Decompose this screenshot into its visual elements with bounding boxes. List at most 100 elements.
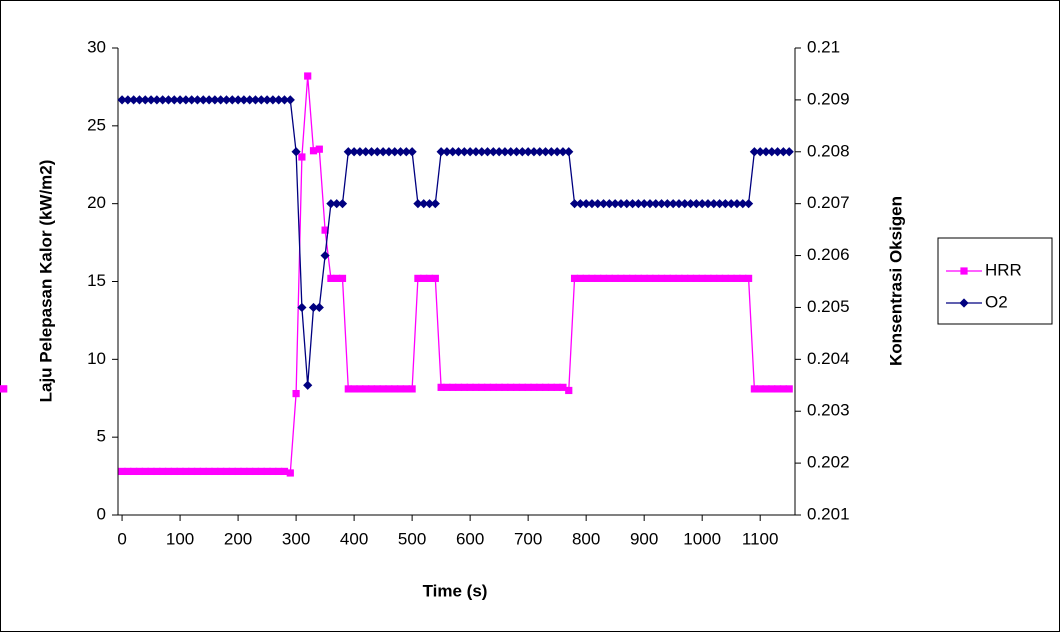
diamond-marker [192,95,203,105]
diamond-marker [117,95,127,105]
y2-tick-label: 0.203 [807,401,850,420]
square-marker [768,385,776,393]
square-marker [414,274,422,282]
diamond-marker [250,95,261,105]
y-tick-label: 10 [87,349,106,368]
square-marker [176,467,184,476]
diamond-marker [146,95,156,105]
square-marker [420,274,428,282]
square-marker [402,385,410,393]
square-marker [727,274,735,282]
square-marker [547,383,555,391]
diamond-marker [651,199,661,209]
square-marker [553,383,561,391]
square-marker [565,386,573,395]
square-marker [617,274,625,282]
diamond-marker [314,302,324,313]
diamond-marker [442,147,452,157]
diamond-marker [332,199,342,209]
square-marker [628,274,637,282]
square-marker [315,145,323,153]
diamond-marker [784,147,794,157]
diamond-marker [274,95,284,105]
square-marker [379,385,387,393]
square-marker [269,467,277,476]
diamond-marker [343,147,353,157]
square-marker [582,274,590,282]
diamond-marker [430,199,440,209]
diamond-marker [517,147,527,157]
diamond-marker [163,95,174,105]
square-marker [646,274,654,282]
diamond-marker [732,199,742,209]
x-tick-label: 1100 [742,529,779,548]
square-marker [159,467,167,476]
square-marker [594,274,602,282]
legend-label: O2 [985,292,1008,311]
x-tick-label: 100 [166,529,194,548]
diamond-marker [413,199,423,209]
diamond-marker [540,147,551,157]
diamond-marker [227,95,237,105]
y-tick-label: 25 [87,115,106,134]
diamond-marker [656,199,667,209]
square-marker [762,385,770,393]
diamond-marker [349,147,359,157]
diamond-marker [709,199,719,209]
diamond-marker [169,95,179,105]
x-tick-label: 900 [630,529,658,548]
square-marker [275,467,283,476]
diamond-marker [453,147,464,157]
square-marker [686,274,695,282]
diamond-marker [720,199,730,209]
square-marker [536,383,544,391]
square-marker [652,274,660,282]
square-marker [623,274,631,282]
square-marker [739,274,747,282]
diamond-marker [761,147,771,157]
diamond-marker [581,199,591,209]
diamond-marker [256,95,266,105]
x-tick-label: 800 [572,529,600,548]
diamond-marker [959,298,969,308]
y-tick-label: 30 [87,37,106,56]
square-marker [309,147,318,155]
diamond-marker [361,147,371,157]
square-marker [715,274,724,282]
square-marker [779,385,787,393]
diamond-marker [575,199,585,209]
y2-tick-label: 0.207 [807,193,850,212]
diamond-marker [419,199,429,209]
square-marker [147,467,155,476]
series [0,72,793,477]
square-marker [483,383,492,391]
diamond-marker [622,199,632,209]
square-marker [228,467,236,476]
square-marker [960,267,968,275]
square-marker [391,385,399,393]
y2-tick-label: 0.202 [807,453,850,472]
y-tick-label: 20 [87,193,106,212]
diamond-marker [593,199,603,209]
square-marker [164,467,173,476]
diamond-marker [703,199,713,209]
square-marker [298,153,306,161]
y-axis-title: Laju Pelepasan Kalor (kW/m2) [36,160,55,403]
square-marker [240,467,248,476]
diamond-marker [233,95,243,105]
square-marker [640,274,648,282]
y2-tick-label: 0.204 [807,349,850,368]
diamond-marker [546,147,556,157]
square-marker [373,385,381,393]
square-marker [501,383,509,391]
diamond-marker [210,95,220,105]
diamond-marker [152,95,162,105]
y2-tick-label: 0.21 [807,37,840,56]
square-marker [338,274,347,282]
square-marker [135,467,144,476]
diamond-marker [187,95,197,105]
diamond-marker [181,95,191,105]
square-marker [333,274,341,282]
